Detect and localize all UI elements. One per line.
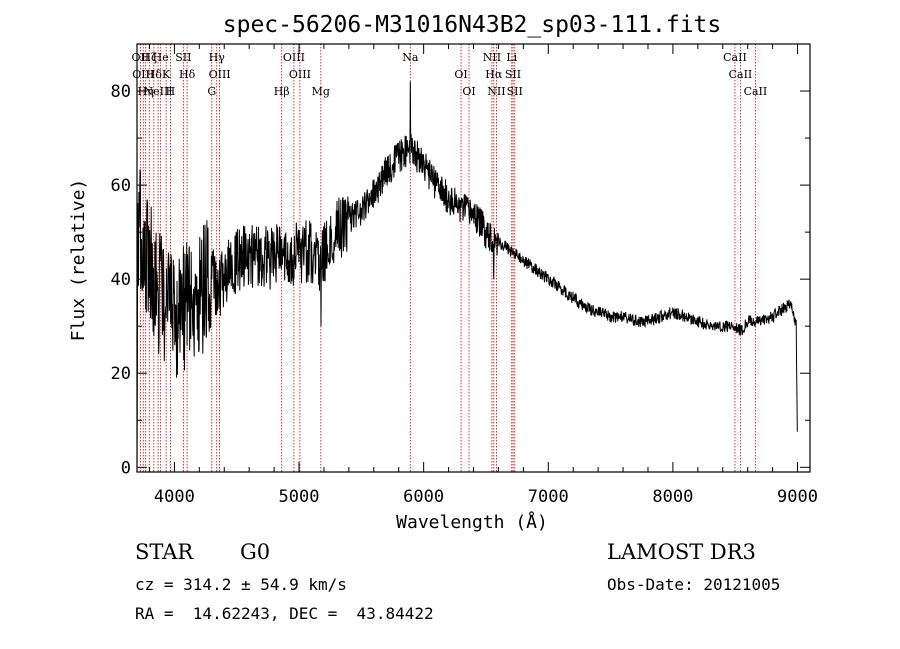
x-tick-label: 7000: [528, 487, 569, 507]
spectral-line-label: OIII: [132, 68, 154, 81]
chart-title: spec-56206-M31016N43B2_sp03-111.fits: [223, 12, 722, 38]
object-subclass: G0: [240, 540, 271, 564]
x-axis-label: Wavelength (Å): [396, 511, 548, 533]
spectral-line-label: SII: [505, 68, 521, 81]
spectral-line-label: He: [153, 51, 169, 64]
axis-ticks: 4000 5000 6000 7000 8000 9000 0 20 40 60 80: [111, 43, 818, 507]
spectral-line-label: OII: [132, 51, 150, 64]
spectral-line-label: Hγ: [209, 51, 226, 64]
y-tick-label: 80: [111, 82, 131, 102]
spectral-line-label: CaII: [744, 85, 768, 98]
coordinates-readout: RA = 14.62243, DEC = 43.84422: [135, 604, 434, 623]
spectral-line-label: SII: [507, 85, 523, 98]
spectral-line-label: OI: [462, 85, 475, 98]
y-axis-label: Flux (relative): [68, 179, 89, 342]
x-tick-label: 9000: [777, 487, 818, 507]
x-tick-label: 4000: [154, 487, 195, 507]
spectral-line-label: G: [207, 85, 216, 98]
spectral-line-label: CaII: [723, 51, 747, 64]
y-tick-label: 40: [111, 270, 131, 290]
spectral-line-label: OIII: [209, 68, 231, 81]
spectral-line-label: OI: [454, 68, 467, 81]
observation-date: Obs-Date: 20121005: [607, 575, 781, 594]
spectrum-chart: spec-56206-M31016N43B2_sp03-111.fits OII…: [68, 12, 818, 533]
spectral-line-label: NeIII: [143, 85, 172, 98]
spectral-line-label: K: [162, 68, 171, 81]
spectral-line-label: CaII: [729, 68, 753, 81]
object-class: STAR: [135, 540, 194, 564]
spectral-line-markers: [139, 44, 756, 472]
y-tick-label: 20: [111, 364, 131, 384]
x-tick-label: 5000: [279, 487, 320, 507]
spectral-line-label: OIII: [283, 51, 305, 64]
x-tick-label: 8000: [652, 487, 693, 507]
redshift-readout: cz = 314.2 ± 54.9 km/s: [135, 575, 347, 594]
spectral-line-label: Li: [506, 51, 517, 64]
spectral-line-label: OIII: [289, 68, 311, 81]
spectral-line-label: Na: [402, 51, 419, 64]
x-tick-label: 6000: [403, 487, 444, 507]
spectral-line-label: NII: [483, 51, 501, 64]
flux-series-line: [136, 81, 798, 468]
spectral-line-label: Hδ: [146, 68, 163, 81]
spectral-line-label: NII: [487, 85, 505, 98]
spectral-line-label: Hδ: [179, 68, 196, 81]
spectral-line-label: SII: [175, 51, 191, 64]
survey-name: LAMOST DR3: [607, 540, 756, 564]
spectral-line-label: H: [166, 85, 176, 98]
spectral-line-label: Mg: [312, 85, 330, 98]
spectral-line-label: Hα: [485, 68, 503, 81]
y-tick-label: 60: [111, 176, 131, 196]
spectral-line-label: Hβ: [274, 85, 290, 98]
spectral-line-label: Hζ: [141, 51, 157, 64]
spectral-line-labels: OIIOIIIHηHζHδNeIIIHeKHSIIHδGHγOIIIHβOIII…: [132, 51, 768, 98]
y-tick-label: 0: [121, 458, 131, 478]
